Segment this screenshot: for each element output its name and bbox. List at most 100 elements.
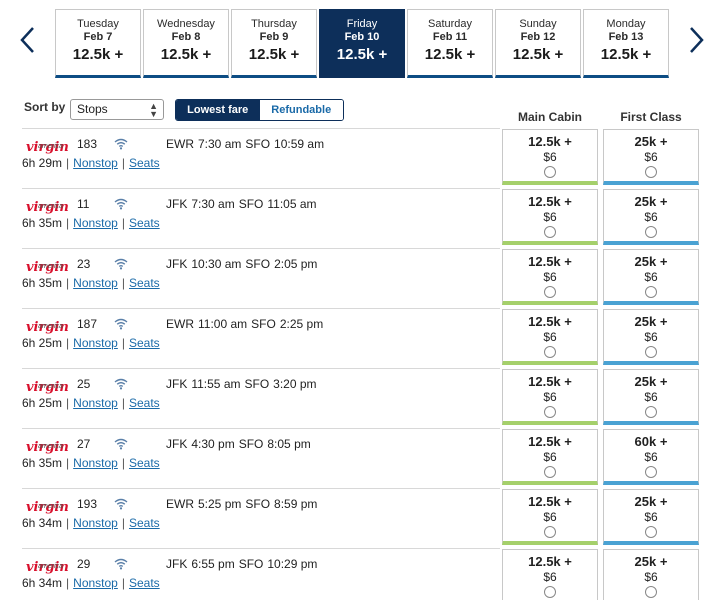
- destination-airport: SFO: [238, 197, 264, 211]
- seats-link[interactable]: Seats: [128, 576, 160, 590]
- flight-details: 6h 35m | Nonstop | Seats: [22, 216, 160, 230]
- fare-radio[interactable]: [645, 586, 657, 598]
- seats-link[interactable]: Seats: [128, 156, 160, 170]
- fare-miles: 12.5k +: [528, 494, 572, 509]
- fare-radio[interactable]: [544, 166, 556, 178]
- fare-tax: $6: [543, 210, 557, 224]
- date-tab-saturday[interactable]: Saturday Feb 11 12.5k +: [407, 9, 493, 78]
- fare-radio[interactable]: [544, 406, 556, 418]
- fare-miles: 25k +: [634, 374, 668, 389]
- divider: |: [121, 156, 125, 170]
- flight-row: virgin america 25 JFK 11:55 am SFO 3:20 pm 6h 2…: [22, 368, 500, 426]
- departure-time: 11:55 am: [191, 377, 241, 391]
- seats-link[interactable]: Seats: [128, 456, 160, 470]
- date-tab-wednesday[interactable]: Wednesday Feb 8 12.5k +: [143, 9, 229, 78]
- main-cabin-fare[interactable]: 12.5k + $6: [502, 189, 598, 245]
- fare-radio[interactable]: [544, 226, 556, 238]
- seats-link[interactable]: Seats: [128, 516, 160, 530]
- destination-airport: SFO: [245, 497, 271, 511]
- divider: |: [121, 216, 125, 230]
- first-class-fare[interactable]: 25k + $6: [603, 129, 699, 185]
- divider: |: [121, 456, 125, 470]
- refundable-toggle[interactable]: Refundable: [259, 100, 343, 120]
- virgin-america-logo: virgin america: [26, 320, 69, 335]
- duration: 6h 35m: [22, 456, 63, 470]
- seats-link[interactable]: Seats: [128, 276, 160, 290]
- fare-radio[interactable]: [544, 346, 556, 358]
- divider: |: [121, 396, 125, 410]
- arrival-time: 8:59 pm: [274, 497, 318, 511]
- date-tab-thursday[interactable]: Thursday Feb 9 12.5k +: [231, 9, 317, 78]
- seats-link[interactable]: Seats: [128, 216, 160, 230]
- first-class-fare[interactable]: 25k + $6: [603, 489, 699, 545]
- nonstop-link[interactable]: Nonstop: [73, 456, 118, 470]
- origin-airport: JFK: [166, 257, 188, 271]
- sort-select[interactable]: Stops ▲ ▼: [70, 99, 164, 120]
- first-class-fare[interactable]: 25k + $6: [603, 549, 699, 600]
- divider: |: [66, 396, 70, 410]
- nonstop-link[interactable]: Nonstop: [73, 336, 118, 350]
- main-cabin-fare[interactable]: 12.5k + $6: [502, 309, 598, 365]
- divider: |: [66, 516, 70, 530]
- first-class-fare[interactable]: 25k + $6: [603, 249, 699, 305]
- lowest-fare-toggle[interactable]: Lowest fare: [176, 100, 260, 120]
- route: JFK 11:55 am SFO 3:20 pm: [166, 377, 321, 391]
- flight-details: 6h 25m | Nonstop | Seats: [22, 336, 160, 350]
- date-tab-monday[interactable]: Monday Feb 13 12.5k +: [583, 9, 669, 78]
- wifi-icon: [114, 557, 128, 570]
- main-cabin-fare[interactable]: 12.5k + $6: [502, 429, 598, 485]
- fare-radio[interactable]: [645, 166, 657, 178]
- fare-radio[interactable]: [645, 526, 657, 538]
- wifi-icon: [114, 497, 128, 510]
- date-tab-day: Tuesday: [77, 18, 119, 30]
- fare-radio[interactable]: [645, 466, 657, 478]
- main-cabin-fare[interactable]: 12.5k + $6: [502, 489, 598, 545]
- main-cabin-fare[interactable]: 12.5k + $6: [502, 369, 598, 425]
- first-class-fare[interactable]: 25k + $6: [603, 189, 699, 245]
- main-cabin-header: Main Cabin: [517, 110, 582, 124]
- date-tab-friday[interactable]: Friday Feb 10 12.5k +: [319, 9, 405, 78]
- fare-miles: 12.5k +: [528, 374, 572, 389]
- flight-number: 27: [77, 437, 91, 451]
- duration: 6h 29m: [22, 156, 63, 170]
- divider: |: [121, 276, 125, 290]
- date-tab-fare: 12.5k +: [336, 46, 388, 63]
- first-class-fare[interactable]: 60k + $6: [603, 429, 699, 485]
- arrival-time: 8:05 pm: [267, 437, 311, 451]
- route: EWR 7:30 am SFO 10:59 am: [166, 137, 328, 151]
- fare-radio[interactable]: [645, 226, 657, 238]
- main-cabin-fare[interactable]: 12.5k + $6: [502, 249, 598, 305]
- fare-radio[interactable]: [645, 346, 657, 358]
- first-class-fare[interactable]: 25k + $6: [603, 309, 699, 365]
- date-tab-sunday[interactable]: Sunday Feb 12 12.5k +: [495, 9, 581, 78]
- main-cabin-fare[interactable]: 12.5k + $6: [502, 129, 598, 185]
- first-class-header: First Class: [620, 110, 682, 124]
- fare-radio[interactable]: [544, 526, 556, 538]
- chevron-right-icon[interactable]: [684, 24, 708, 56]
- nonstop-link[interactable]: Nonstop: [73, 576, 118, 590]
- nonstop-link[interactable]: Nonstop: [73, 396, 118, 410]
- fare-miles: 25k +: [634, 554, 668, 569]
- fare-radio[interactable]: [544, 466, 556, 478]
- seats-link[interactable]: Seats: [128, 396, 160, 410]
- date-tab-tuesday[interactable]: Tuesday Feb 7 12.5k +: [55, 9, 141, 78]
- chevron-left-icon[interactable]: [16, 24, 40, 56]
- date-tab-date: Feb 10: [344, 31, 380, 43]
- origin-airport: EWR: [166, 317, 194, 331]
- select-arrows-icon: ▲ ▼: [149, 101, 158, 119]
- first-class-fare[interactable]: 25k + $6: [603, 369, 699, 425]
- date-tab-date: Feb 9: [259, 31, 289, 43]
- fare-radio[interactable]: [645, 406, 657, 418]
- fare-radio[interactable]: [645, 286, 657, 298]
- nonstop-link[interactable]: Nonstop: [73, 276, 118, 290]
- seats-link[interactable]: Seats: [128, 336, 160, 350]
- nonstop-link[interactable]: Nonstop: [73, 216, 118, 230]
- main-cabin-fare[interactable]: 12.5k + $6: [502, 549, 598, 600]
- fare-radio[interactable]: [544, 286, 556, 298]
- fare-miles: 12.5k +: [528, 134, 572, 149]
- date-tab-day: Monday: [606, 18, 646, 30]
- arrival-time: 11:05 am: [267, 197, 317, 211]
- fare-radio[interactable]: [544, 586, 556, 598]
- nonstop-link[interactable]: Nonstop: [73, 516, 118, 530]
- nonstop-link[interactable]: Nonstop: [73, 156, 118, 170]
